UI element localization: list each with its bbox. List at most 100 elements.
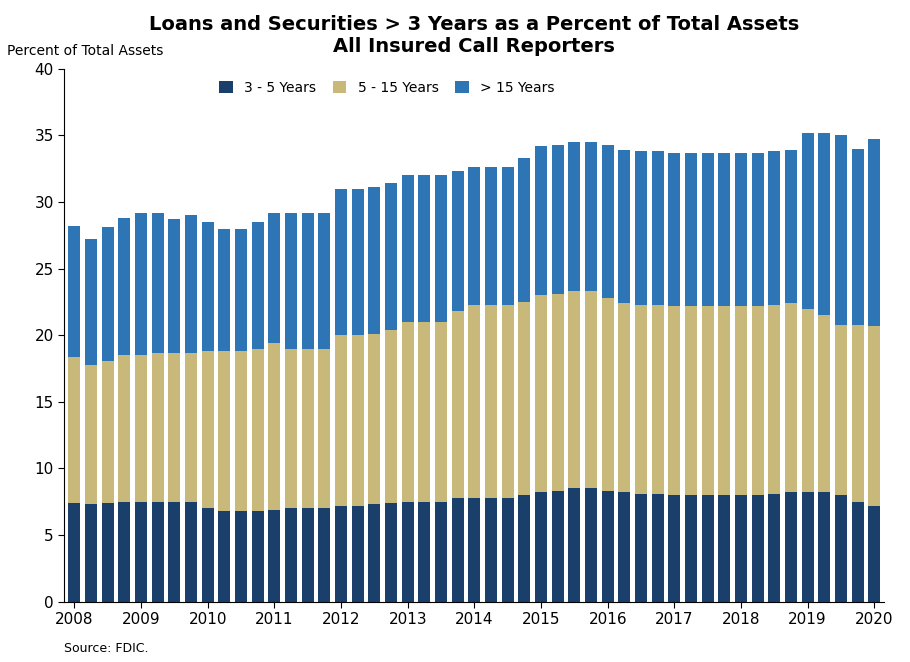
Bar (551, 294, 563, 491)
Bar (285, 348, 297, 508)
Bar (435, 175, 447, 322)
Bar (68, 226, 80, 357)
Bar (419, 322, 430, 502)
Bar (635, 305, 647, 494)
Bar (85, 365, 97, 504)
Title: Loans and Securities > 3 Years as a Percent of Total Assets
All Insured Call Rep: Loans and Securities > 3 Years as a Perc… (149, 15, 800, 56)
Bar (268, 343, 280, 510)
Bar (202, 222, 214, 351)
Bar (335, 506, 347, 602)
Bar (118, 355, 130, 502)
Bar (752, 495, 763, 602)
Bar (551, 491, 563, 602)
Text: Percent of Total Assets: Percent of Total Assets (7, 44, 163, 58)
Bar (469, 498, 480, 602)
Bar (102, 227, 114, 361)
Bar (118, 502, 130, 602)
Bar (835, 135, 847, 324)
Bar (202, 351, 214, 508)
Bar (702, 153, 713, 306)
Bar (818, 315, 830, 493)
Bar (802, 132, 814, 308)
Bar (868, 326, 880, 506)
Bar (218, 511, 230, 602)
Bar (419, 502, 430, 602)
Bar (718, 306, 731, 495)
Bar (435, 502, 447, 602)
Bar (735, 495, 747, 602)
Bar (602, 144, 613, 298)
Bar (285, 213, 297, 348)
Bar (369, 334, 380, 504)
Bar (235, 228, 247, 351)
Bar (335, 189, 347, 335)
Bar (619, 303, 631, 493)
Bar (702, 306, 713, 495)
Bar (835, 324, 847, 495)
Bar (185, 502, 197, 602)
Bar (768, 305, 781, 494)
Bar (718, 495, 731, 602)
Bar (501, 167, 513, 305)
Bar (85, 239, 97, 365)
Bar (802, 308, 814, 493)
Bar (68, 503, 80, 602)
Bar (102, 503, 114, 602)
Bar (318, 508, 330, 602)
Bar (152, 502, 164, 602)
Bar (785, 493, 797, 602)
Bar (585, 291, 597, 489)
Bar (135, 502, 147, 602)
Bar (218, 228, 230, 351)
Bar (168, 353, 180, 502)
Bar (68, 357, 80, 503)
Bar (369, 504, 380, 602)
Bar (118, 218, 130, 355)
Bar (185, 353, 197, 502)
Bar (302, 213, 314, 348)
Bar (752, 153, 763, 306)
Bar (435, 322, 447, 502)
Bar (401, 322, 414, 502)
Bar (868, 506, 880, 602)
Bar (218, 351, 230, 511)
Bar (451, 311, 464, 498)
Bar (85, 504, 97, 602)
Bar (635, 152, 647, 305)
Bar (818, 132, 830, 315)
Bar (852, 502, 864, 602)
Bar (852, 324, 864, 502)
Bar (302, 348, 314, 508)
Bar (652, 494, 663, 602)
Bar (485, 167, 497, 305)
Bar (401, 502, 414, 602)
Bar (569, 489, 581, 602)
Bar (501, 498, 513, 602)
Bar (451, 498, 464, 602)
Bar (485, 305, 497, 498)
Bar (469, 305, 480, 498)
Bar (185, 215, 197, 353)
Bar (385, 330, 397, 503)
Bar (252, 348, 264, 511)
Bar (785, 150, 797, 303)
Bar (235, 511, 247, 602)
Bar (735, 153, 747, 306)
Bar (168, 502, 180, 602)
Bar (501, 305, 513, 498)
Bar (318, 213, 330, 348)
Legend: 3 - 5 Years, 5 - 15 Years, > 15 Years: 3 - 5 Years, 5 - 15 Years, > 15 Years (219, 81, 554, 95)
Bar (652, 305, 663, 494)
Bar (652, 152, 663, 305)
Bar (252, 511, 264, 602)
Bar (685, 306, 697, 495)
Bar (152, 213, 164, 353)
Bar (168, 219, 180, 353)
Bar (519, 158, 531, 302)
Bar (768, 494, 781, 602)
Bar (401, 175, 414, 322)
Bar (135, 355, 147, 502)
Bar (569, 291, 581, 489)
Bar (519, 495, 531, 602)
Bar (451, 171, 464, 311)
